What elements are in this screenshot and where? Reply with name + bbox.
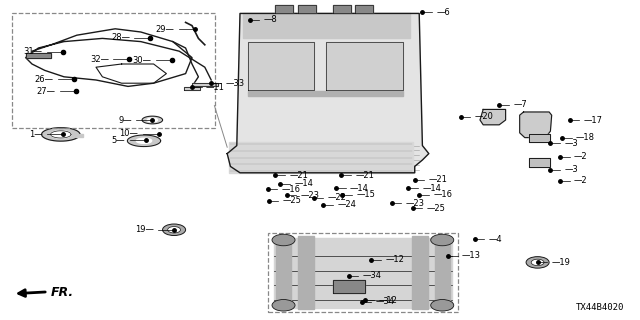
Text: —8: —8 [264,15,277,24]
Text: —34: —34 [376,297,395,306]
Text: —12: —12 [385,255,404,264]
Polygon shape [243,13,410,38]
Text: —23: —23 [301,191,320,200]
Polygon shape [192,83,218,86]
Circle shape [531,259,544,266]
Text: —33: —33 [225,79,244,88]
Text: FR.: FR. [51,286,74,299]
Text: —20: —20 [475,112,493,121]
Circle shape [526,257,549,268]
Text: —22: —22 [328,193,346,202]
Polygon shape [51,131,71,138]
Polygon shape [333,280,365,293]
Polygon shape [529,158,550,167]
Polygon shape [520,112,552,138]
Text: —2: —2 [574,152,588,161]
Polygon shape [275,5,293,13]
Text: 27—: 27— [36,87,55,96]
Polygon shape [298,236,314,309]
Polygon shape [248,42,314,90]
Polygon shape [42,128,80,141]
Polygon shape [127,135,161,147]
Text: —23: —23 [406,199,425,208]
Polygon shape [326,42,403,90]
Text: —25: —25 [283,196,301,205]
Text: 28—: 28— [111,33,130,42]
Text: 29—: 29— [156,25,175,34]
Circle shape [168,227,180,233]
Polygon shape [274,238,452,308]
Polygon shape [480,109,506,125]
Text: —11: —11 [206,83,225,92]
Polygon shape [26,53,51,58]
Polygon shape [355,5,373,13]
Text: —14: —14 [350,184,369,193]
Text: —4: —4 [489,235,502,244]
Text: —21: —21 [355,171,374,180]
Polygon shape [333,5,351,13]
Polygon shape [229,142,413,173]
Bar [12,13,215,128]
Polygon shape [147,118,157,122]
Polygon shape [529,134,550,142]
Text: 5—: 5— [112,136,125,145]
Circle shape [272,234,295,246]
Text: —14: —14 [422,184,441,193]
Circle shape [431,300,454,311]
Text: —24: —24 [337,200,356,209]
Text: —21: —21 [429,175,447,184]
Polygon shape [248,91,403,96]
Text: 30—: 30— [132,56,151,65]
Polygon shape [412,236,428,309]
Text: —25: —25 [427,204,445,212]
Text: 31—: 31— [23,47,42,56]
Text: —15: —15 [356,190,375,199]
Text: 9—: 9— [118,116,132,124]
Circle shape [431,234,454,246]
Circle shape [163,224,186,236]
Bar [268,233,458,312]
Text: —13: —13 [462,252,481,260]
Text: —21: —21 [289,171,308,180]
Text: —16: —16 [433,190,452,199]
Text: —18: —18 [576,133,595,142]
Text: —14: —14 [294,180,313,188]
Polygon shape [435,236,450,309]
Text: 32—: 32— [90,55,109,64]
Text: —2: —2 [574,176,588,185]
Text: 1—: 1— [29,130,42,139]
Text: —19: —19 [552,258,570,267]
Polygon shape [142,116,163,124]
Polygon shape [227,13,429,173]
Text: —17: —17 [584,116,603,124]
Text: —16: —16 [282,185,301,194]
Text: 26—: 26— [35,75,54,84]
Text: —3: —3 [564,165,578,174]
Text: 19—: 19— [135,225,154,234]
Text: —7: —7 [513,100,527,109]
Text: —12: —12 [379,296,397,305]
Polygon shape [298,5,316,13]
Text: —6: —6 [436,8,450,17]
Text: 10—: 10— [120,129,138,138]
Text: —34: —34 [363,271,382,280]
Polygon shape [76,134,83,137]
Text: TX44B4020: TX44B4020 [575,303,624,312]
Polygon shape [136,138,152,143]
Text: —3: —3 [564,139,578,148]
Polygon shape [184,87,200,90]
Polygon shape [276,236,291,309]
Circle shape [272,300,295,311]
